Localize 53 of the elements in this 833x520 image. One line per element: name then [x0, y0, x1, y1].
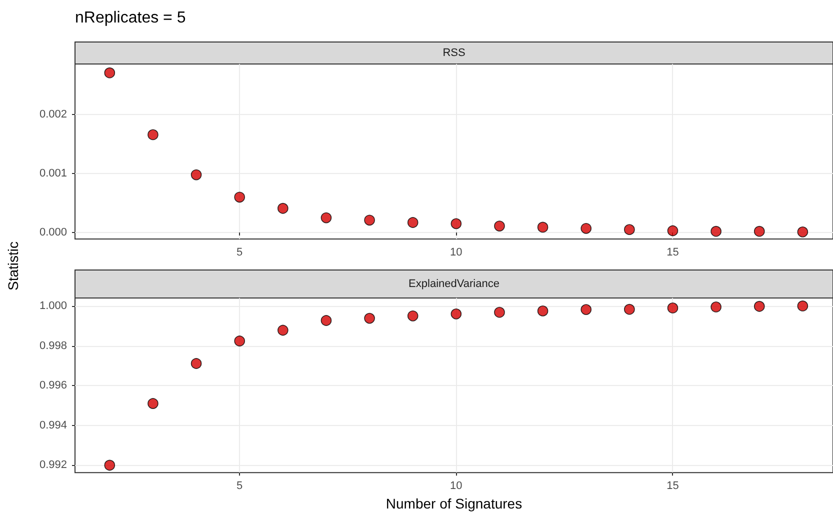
point [624, 224, 635, 235]
point [667, 302, 678, 314]
point [364, 312, 375, 324]
x-axis-title: Number of Signatures [386, 496, 522, 512]
point [190, 169, 202, 180]
point [450, 308, 462, 320]
x-tick-label: 5 [236, 246, 243, 258]
y-tick-label: 0.002 [39, 108, 67, 121]
point [754, 226, 765, 237]
point [537, 222, 548, 233]
point [104, 460, 116, 471]
point [797, 226, 808, 238]
point [148, 129, 158, 140]
point [450, 218, 462, 230]
chart-title: RSS [442, 47, 466, 59]
x-tick-label: 10 [450, 480, 462, 492]
point [624, 304, 635, 315]
point [104, 67, 116, 78]
x-tick-label: 15 [666, 480, 679, 492]
point [710, 302, 722, 312]
point [667, 225, 678, 236]
point [148, 398, 158, 409]
y-tick-label: 0.998 [39, 340, 67, 352]
point [190, 358, 202, 369]
point [407, 217, 418, 228]
point [797, 300, 808, 312]
point [407, 310, 418, 322]
x-tick-label: 5 [236, 480, 243, 492]
chart-title: ExplainedVariance [408, 278, 500, 290]
x-tick-label: 10 [450, 246, 462, 258]
point [234, 192, 245, 203]
text: nReplicates = 5 [75, 10, 186, 26]
y-tick-label: 0.001 [39, 168, 67, 180]
y-axis-title: Statistic [5, 240, 21, 293]
y-tick-label: 0.992 [39, 459, 67, 472]
x-tick-label: 15 [666, 246, 679, 258]
point [537, 306, 548, 316]
point [278, 202, 288, 214]
point [494, 220, 505, 232]
point [710, 226, 722, 237]
point [364, 214, 375, 226]
point [278, 324, 288, 336]
point [320, 212, 332, 224]
point [494, 306, 505, 318]
point [234, 336, 245, 346]
y-tick-label: 0.994 [39, 419, 67, 432]
y-tick-label: 0.996 [39, 380, 67, 392]
point [580, 304, 592, 315]
point [320, 315, 332, 326]
point [754, 300, 765, 312]
y-tick-label: 1.000 [39, 300, 67, 312]
y-tick-label: 0.000 [39, 226, 67, 239]
point [580, 222, 592, 234]
